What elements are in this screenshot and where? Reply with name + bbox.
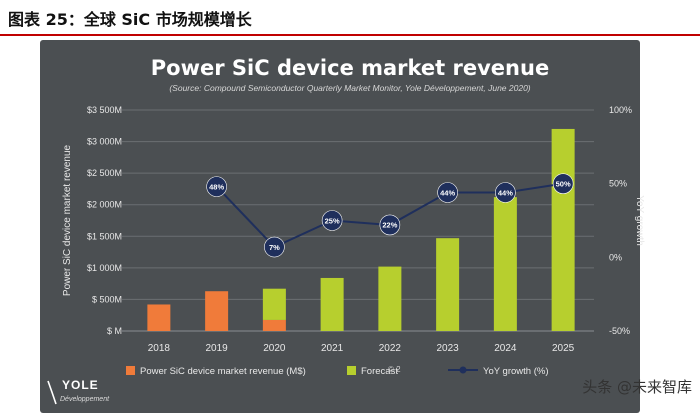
y-tick-label: $3 000M <box>87 137 122 147</box>
x-axis-ticks: 2018 2019 2020 2021 2022 2023 2024 2025 <box>148 343 575 354</box>
logo-sub: Développement <box>60 396 110 403</box>
bar-forecast <box>378 266 402 331</box>
y-axis-ticks: $ M $ 500M $1 000M $1 500M $2 000M $2 500M $3 … <box>87 105 122 336</box>
yoy-label: 50% <box>556 179 571 188</box>
chart-title: Power SiC device market revenue <box>151 56 549 80</box>
y-tick-label: $2 500M <box>87 168 122 178</box>
yoy-marker <box>379 214 401 236</box>
x-tick-label: 2022 <box>379 343 402 354</box>
y2-tick-label: 0% <box>609 252 622 262</box>
legend-label-actual: Power SiC device market revenue (M$) <box>140 366 306 377</box>
y-tick-label: $1 000M <box>87 263 122 273</box>
y-tick-label: $3 500M <box>87 105 122 115</box>
x-tick-label: 2024 <box>494 343 517 354</box>
copyright-mark: © 2 <box>388 365 401 374</box>
legend-swatch-actual <box>126 366 135 375</box>
x-tick-label: 2021 <box>321 343 344 354</box>
bar-actual <box>147 304 171 331</box>
x-tick-label: 2023 <box>437 343 460 354</box>
yole-logo: YOLE Développement <box>47 378 110 405</box>
y-tick-label: $1 500M <box>87 231 122 241</box>
chart-subtitle: (Source: Compound Semiconductor Quarterl… <box>169 83 530 93</box>
x-tick-label: 2025 <box>552 343 575 354</box>
legend: Power SiC device market revenue (M$) Fore… <box>126 366 548 377</box>
logo-brand: YOLE <box>62 378 99 392</box>
yoy-marker <box>321 210 343 231</box>
x-tick-label: 2019 <box>206 343 229 354</box>
bar-forecast <box>551 128 575 331</box>
legend-swatch-forecast <box>347 366 356 375</box>
yoy-label: 22% <box>382 221 397 230</box>
yoy-marker <box>552 173 574 194</box>
yoy-marker <box>264 236 285 258</box>
yoy-marker <box>437 182 458 203</box>
y-tick-label: $ 500M <box>92 294 122 304</box>
page-title: 图表 25：全球 SiC 市场规模增长 <box>8 10 252 29</box>
y2-tick-label: 50% <box>609 179 627 189</box>
legend-label-forecast: Forecast <box>361 366 398 377</box>
bar-forecast <box>320 277 344 331</box>
bar-actual <box>205 291 229 331</box>
yoy-label: 7% <box>269 243 280 252</box>
watermark: 头条 @未来智库 <box>582 378 692 396</box>
page-header: 图表 25：全球 SiC 市场规模增长 <box>0 0 700 36</box>
bar-forecast <box>436 238 460 331</box>
y-tick-label: $2 000M <box>87 200 122 210</box>
y2-tick-label: -50% <box>609 326 630 336</box>
bar-forecast <box>493 197 517 331</box>
yoy-line: 48% 7% 25% 22% 44% 44% 50% <box>206 173 574 258</box>
yoy-label: 25% <box>325 216 340 225</box>
y-axis-label: Power SiC device market revenue <box>62 144 73 296</box>
bar-actual <box>262 319 286 331</box>
y2-axis-ticks: -50% 0% 50% 100% <box>609 105 632 336</box>
y-tick-label: $ M <box>107 326 122 336</box>
logo-mark <box>47 380 57 405</box>
yoy-marker <box>495 182 516 203</box>
x-tick-label: 2020 <box>263 343 286 354</box>
yoy-label: 48% <box>209 182 224 191</box>
y2-tick-label: 100% <box>609 105 632 115</box>
yoy-marker <box>206 176 227 197</box>
x-tick-label: 2018 <box>148 343 171 354</box>
legend-marker-yoy <box>459 366 467 374</box>
legend-label-yoy: YoY growth (%) <box>483 366 548 377</box>
y2-axis-label: YoY growth <box>634 195 645 246</box>
bar-forecast <box>262 288 286 320</box>
yoy-label: 44% <box>498 188 513 197</box>
yoy-label: 44% <box>440 188 455 197</box>
